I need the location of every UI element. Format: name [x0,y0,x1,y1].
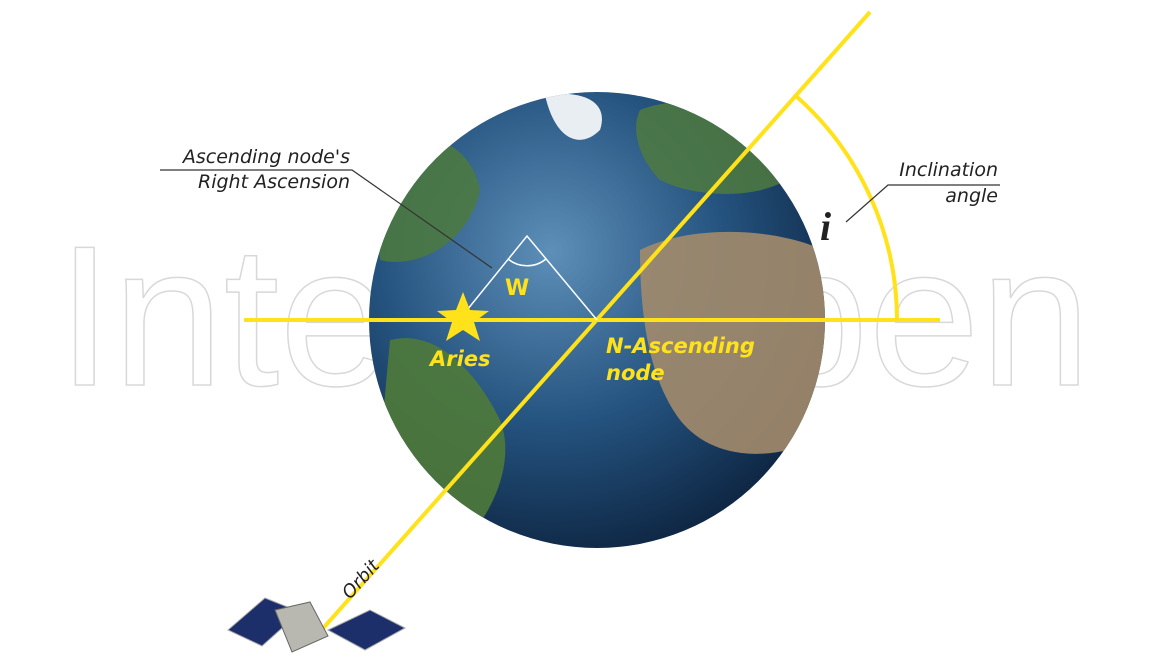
omega-label: W [505,276,529,301]
aries-label: Aries [428,347,491,371]
inclination-symbol: i [820,204,831,249]
label: Ascending node's [181,146,350,168]
orbit-label: Orbit [338,555,384,603]
omega-angle [462,234,598,321]
leader-line [845,184,1000,223]
label: angle [945,185,998,207]
earth [369,92,825,548]
node-label: node [606,361,665,385]
label: Right Ascension [198,171,350,193]
orbit-line [316,10,872,636]
inclination-arc [794,94,899,321]
leader-line [160,169,493,269]
satellite [227,597,407,653]
label: Inclination [899,159,998,181]
node-label: N-Ascending [606,334,755,358]
aries-star [437,292,489,341]
omega-arc [507,258,547,267]
